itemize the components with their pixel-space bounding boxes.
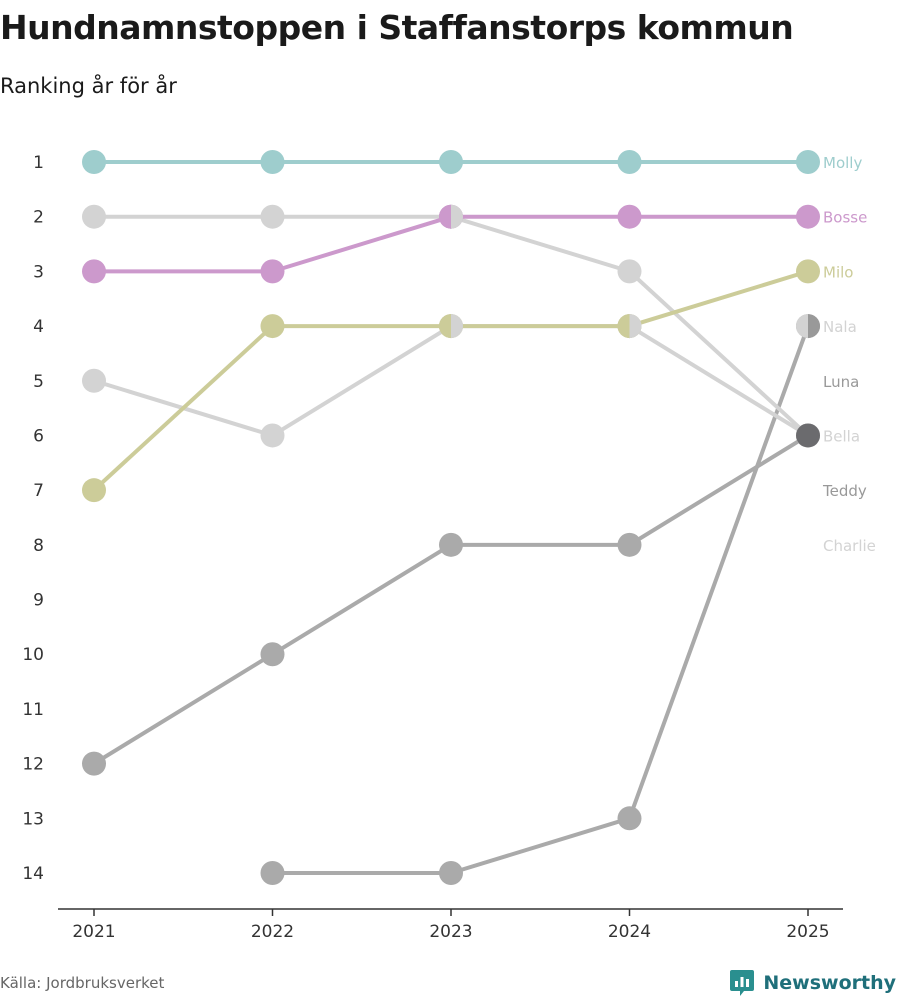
end-label-bosse: Bosse (823, 209, 867, 227)
tie-marker (439, 204, 464, 229)
y-tick-label: 6 (33, 426, 44, 446)
tie-markers (439, 204, 820, 448)
data-point-milo (260, 314, 285, 339)
data-point-teddy (439, 532, 463, 557)
end-label-molly: Molly (823, 154, 862, 172)
tie-marker (796, 314, 820, 339)
x-axis: 2021 2022 2023 2024 2025 (58, 908, 843, 942)
y-tick-label: 4 (33, 317, 44, 337)
data-point-molly (260, 150, 285, 174)
data-point-molly (439, 150, 463, 174)
x-tick-label: 2024 (608, 922, 651, 942)
data-point-teddy (617, 532, 642, 557)
y-tick-label: 7 (33, 481, 44, 501)
data-point-molly (796, 150, 820, 174)
end-label-luna: Luna (823, 373, 859, 391)
y-tick-label: 9 (33, 591, 44, 611)
data-point-nala (260, 423, 285, 448)
data-point-milo (796, 259, 820, 284)
series-line-teddy (92, 433, 810, 766)
x-tick-label: 2021 (72, 922, 115, 942)
data-point-bosse (260, 259, 285, 284)
data-point-nala (82, 368, 106, 393)
data-point-bosse (796, 204, 820, 229)
series-line-luna (270, 324, 810, 875)
data-point-bella (82, 204, 106, 229)
x-tick-label: 2023 (429, 922, 472, 942)
series-line-milo (92, 269, 810, 493)
y-tick-label: 12 (22, 755, 44, 775)
data-point-teddy (82, 751, 106, 776)
newsworthy-logo-icon (730, 970, 755, 996)
end-label-bella: Bella (823, 427, 860, 445)
y-tick-label: 13 (22, 809, 44, 829)
data-point-luna (260, 861, 285, 885)
data-point-molly (617, 150, 642, 174)
series-points (82, 150, 820, 885)
y-tick-label: 3 (33, 262, 44, 282)
chart-title: Hundnamnstoppen i Staffanstorps kommun (0, 8, 794, 47)
tie-marker (617, 314, 642, 339)
end-label-charlie: Charlie (823, 537, 876, 555)
tie-marker-left (617, 314, 630, 339)
data-point-molly (82, 150, 106, 174)
brand-name: Newsworthy (763, 972, 896, 994)
y-tick-label: 2 (33, 208, 44, 228)
tie-marker-left (439, 314, 451, 339)
tie-marker-right (451, 314, 464, 339)
tie-marker-left (439, 204, 451, 229)
end-label-milo: Milo (823, 263, 853, 281)
x-tick-label: 2025 (786, 922, 829, 942)
tie-marker-right (451, 204, 464, 229)
y-tick-label: 14 (22, 864, 44, 884)
tie-marker-right (808, 314, 820, 339)
source-note: Källa: Jordbruksverket (0, 974, 165, 992)
y-tick-label: 10 (22, 645, 44, 665)
y-tick-label: 1 (33, 153, 44, 173)
chart-subtitle: Ranking år för år (0, 74, 177, 98)
tie-marker-left (796, 423, 808, 448)
y-tick-label: 8 (33, 536, 44, 556)
x-tick-label: 2022 (251, 922, 294, 942)
brand-logo: Newsworthy (729, 968, 896, 998)
data-point-luna (439, 861, 463, 885)
y-tick-label: 11 (22, 700, 44, 720)
data-point-bosse (82, 259, 106, 284)
data-point-bella (617, 259, 642, 284)
end-label-teddy: Teddy (822, 482, 867, 500)
data-point-milo (82, 478, 106, 503)
data-point-bella (260, 204, 285, 229)
tie-marker-right (629, 314, 642, 339)
tie-marker (439, 314, 464, 339)
y-tick-label: 5 (33, 372, 44, 392)
data-point-bosse (617, 204, 642, 229)
series-line-nala (92, 324, 810, 438)
tie-marker (796, 423, 820, 448)
tie-marker-left (796, 314, 808, 339)
data-point-teddy (260, 642, 285, 667)
data-point-luna (617, 806, 642, 831)
end-label-nala: Nala (823, 318, 857, 336)
end-labels: Molly Bosse Milo Nala Luna Bella Teddy Charlie (822, 154, 876, 555)
series-lines (92, 160, 810, 875)
tie-marker-right (808, 423, 820, 448)
